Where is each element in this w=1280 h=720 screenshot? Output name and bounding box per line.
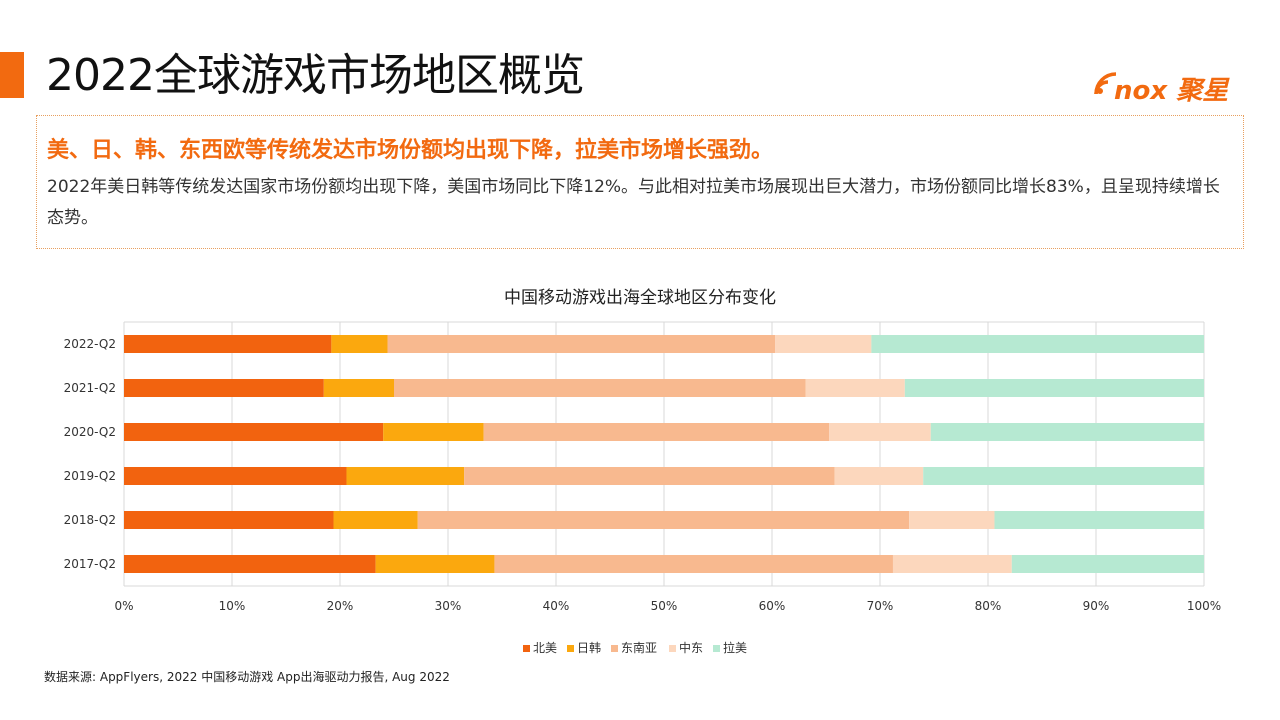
bar-segment (892, 555, 1012, 573)
bar-segment (124, 511, 334, 529)
x-tick-label: 80% (975, 599, 1002, 613)
x-tick-label: 20% (327, 599, 354, 613)
bar-segment (323, 379, 394, 397)
bar-segment (124, 467, 347, 485)
logo-text: nox 聚星 (1114, 76, 1229, 106)
legend-swatch (611, 645, 618, 652)
x-tick-label: 100% (1187, 599, 1221, 613)
legend-swatch (669, 645, 676, 652)
bar-segment (383, 423, 484, 441)
bar-segment (1011, 555, 1204, 573)
bar-segment (124, 379, 324, 397)
y-tick-label: 2021-Q2 (64, 381, 116, 395)
x-tick-label: 60% (759, 599, 786, 613)
summary-description: 2022年美日韩等传统发达国家市场份额均出现下降，美国市场同比下降12%。与此相… (47, 177, 1220, 228)
data-source: 数据来源: AppFlyers, 2022 中国移动游戏 App出海驱动力报告,… (44, 670, 450, 684)
bar-segment (346, 467, 465, 485)
x-tick-label: 10% (219, 599, 246, 613)
legend-swatch (713, 645, 720, 652)
stacked-bar-chart: 0% 10% 20% 30% 40% 50% 60% 70% 80% 90% 100% 2022-Q2… (64, 321, 1221, 655)
y-tick-label: 2017-Q2 (64, 557, 116, 571)
bar-segment (871, 335, 1204, 353)
page-title: 2022全球游戏市场地区概览 (46, 50, 585, 101)
bar-segment (387, 335, 776, 353)
bar-segment (834, 467, 924, 485)
y-tick-label: 2018-Q2 (64, 513, 116, 527)
bar-segment (464, 467, 835, 485)
x-tick-label: 90% (1083, 599, 1110, 613)
bar-segment (775, 335, 872, 353)
y-tick-label: 2022-Q2 (64, 337, 116, 351)
bar-segment (930, 423, 1204, 441)
legend-swatch (523, 645, 530, 652)
chart-title: 中国移动游戏出海全球地区分布变化 (504, 288, 776, 308)
bar-segment (909, 511, 995, 529)
bar-segment (994, 511, 1204, 529)
x-tick-label: 50% (651, 599, 678, 613)
legend-label: 北美 (533, 641, 557, 655)
bar-segment (494, 555, 893, 573)
legend-label: 东南亚 (621, 640, 657, 655)
bar-segment (829, 423, 931, 441)
y-tick-label: 2019-Q2 (64, 469, 116, 483)
legend-swatch (567, 645, 574, 652)
bar-segment (923, 467, 1204, 485)
bar-segment (124, 555, 376, 573)
legend-label: 拉美 (723, 640, 747, 655)
nox-logo: nox 聚星 (1092, 62, 1242, 106)
summary-headline: 美、日、韩、东西欧等传统发达市场份额均出现下降，拉美市场增长强劲。 (47, 138, 774, 163)
bar-segment (331, 335, 388, 353)
summary-callout: 美、日、韩、东西欧等传统发达市场份额均出现下降，拉美市场增长强劲。 2022年美… (36, 115, 1244, 249)
signal-icon (1094, 72, 1117, 95)
bar-segment (904, 379, 1204, 397)
bar-segment (417, 511, 910, 529)
bar-segment (483, 423, 830, 441)
x-tick-label: 0% (114, 599, 133, 613)
x-tick-label: 70% (867, 599, 894, 613)
x-tick-label: 40% (543, 599, 570, 613)
title-accent-bar (0, 52, 24, 98)
bar-segment (394, 379, 806, 397)
bar-segment (124, 335, 332, 353)
y-tick-label: 2020-Q2 (64, 425, 116, 439)
bar-segment (805, 379, 905, 397)
legend-label: 日韩 (577, 640, 601, 655)
x-tick-label: 30% (435, 599, 462, 613)
bar-segment (124, 423, 384, 441)
bar-segment (375, 555, 495, 573)
bar-segment (333, 511, 418, 529)
legend-label: 中东 (679, 640, 703, 655)
